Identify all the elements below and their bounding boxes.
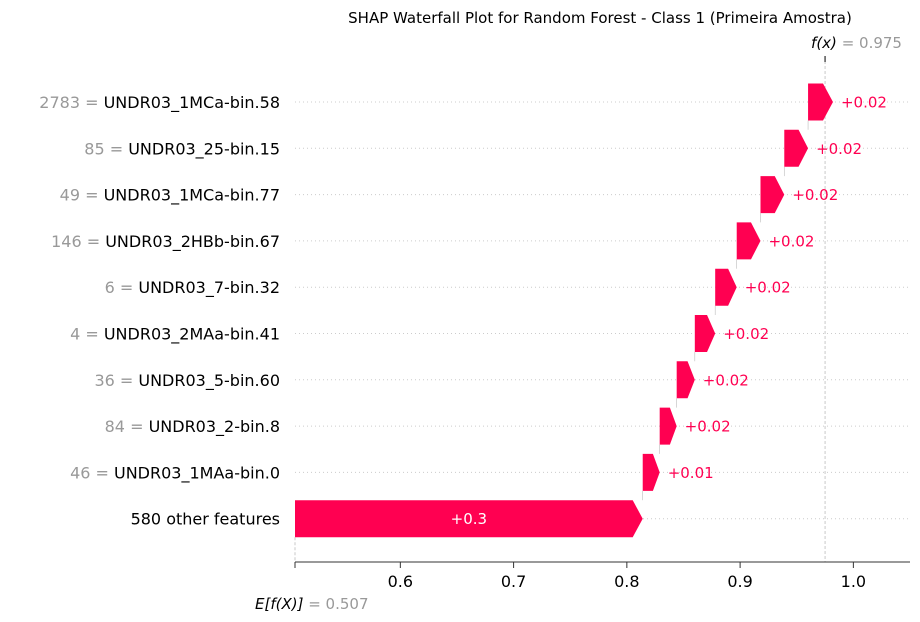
feature-name: UNDR03_2-bin.8	[149, 417, 280, 437]
shap-bar	[808, 83, 833, 121]
bars	[295, 83, 833, 538]
shap-bar	[736, 222, 761, 260]
feature-name: UNDR03_1MAa-bin.0	[114, 463, 280, 483]
feature-value: 85 =	[84, 139, 128, 158]
base-value-label: E[f(X)]	[255, 595, 308, 613]
feature-name: UNDR03_5-bin.60	[138, 371, 280, 391]
gridlines	[294, 56, 910, 562]
feature-label: 49 = UNDR03_1MCa-bin.77	[60, 186, 280, 206]
shap-bar	[694, 315, 716, 352]
output-value-annotation: f(x) = 0.975	[811, 34, 902, 52]
feature-label: 84 = UNDR03_2-bin.8	[105, 417, 280, 437]
base-value-text: = 0.507	[308, 595, 368, 613]
annotations: E[f(X)] = 0.507 f(x) = 0.975	[255, 34, 902, 613]
chart-title: SHAP Waterfall Plot for Random Forest - …	[348, 9, 852, 27]
contribution-labels: +0.02 +0.02 +0.02 +0.02 +0.02 +0.02 +0.02 +0.02…	[451, 94, 887, 529]
x-tick-label: 0.8	[614, 572, 639, 591]
feature-name: UNDR03_25-bin.15	[128, 139, 280, 159]
feature-label: 46 = UNDR03_1MAa-bin.0	[70, 463, 280, 483]
feature-label: 85 = UNDR03_25-bin.15	[84, 139, 280, 159]
connector-lines	[642, 120, 809, 501]
feature-value: 49 =	[60, 186, 104, 205]
shap-bar	[659, 407, 677, 445]
feature-value: 84 =	[105, 417, 149, 436]
contribution-label: +0.02	[685, 418, 731, 436]
contribution-label: +0.02	[792, 186, 838, 204]
contribution-label: +0.02	[745, 279, 791, 297]
contribution-label: +0.02	[768, 232, 814, 250]
contribution-label: +0.02	[816, 140, 862, 158]
base-value-annotation: E[f(X)] = 0.507	[255, 595, 369, 613]
feature-label: 4 = UNDR03_2MAa-bin.41	[70, 325, 280, 345]
x-tick-label: 0.7	[501, 572, 526, 591]
feature-name: UNDR03_1MCa-bin.58	[104, 93, 280, 113]
shap-bar	[642, 453, 660, 491]
feature-labels: 2783 = UNDR03_1MCa-bin.58 85 = UNDR03_25-…	[39, 93, 280, 529]
shap-bar	[295, 500, 643, 538]
feature-value: 6 =	[105, 278, 139, 297]
feature-name: UNDR03_7-bin.32	[138, 278, 280, 298]
feature-label: 146 = UNDR03_2HBb-bin.67	[51, 232, 280, 252]
shap-bar	[715, 268, 737, 306]
contribution-label: +0.02	[841, 94, 887, 112]
x-axis: 0.6 0.7 0.8 0.9 1.0	[294, 561, 910, 591]
output-value-text: = 0.975	[842, 34, 902, 52]
feature-name: UNDR03_2MAa-bin.41	[104, 325, 280, 345]
feature-name: UNDR03_2HBb-bin.67	[105, 232, 280, 252]
x-tick-label: 0.9	[727, 572, 752, 591]
feature-name: 580 other features	[131, 510, 280, 529]
contribution-label: +0.01	[668, 464, 714, 482]
contribution-label: +0.02	[703, 371, 749, 389]
shap-bar	[784, 129, 809, 167]
feature-value: 36 =	[94, 371, 138, 390]
feature-value: 4 =	[70, 325, 104, 344]
feature-value: 46 =	[70, 463, 114, 482]
contribution-label: +0.3	[451, 510, 487, 528]
output-value-label: f(x)	[811, 34, 842, 52]
feature-label: 580 other features	[131, 510, 280, 529]
feature-label: 36 = UNDR03_5-bin.60	[94, 371, 280, 391]
feature-label: 6 = UNDR03_7-bin.32	[105, 278, 280, 298]
shap-bar	[676, 361, 695, 399]
feature-label: 2783 = UNDR03_1MCa-bin.58	[39, 93, 280, 113]
feature-value: 146 =	[51, 232, 105, 251]
feature-value: 2783 =	[39, 93, 103, 112]
x-tick-label: 0.6	[388, 572, 413, 591]
x-tick-label: 1.0	[841, 572, 866, 591]
contribution-label: +0.02	[723, 325, 769, 343]
feature-name: UNDR03_1MCa-bin.77	[104, 186, 280, 206]
shap-bar	[760, 176, 785, 214]
